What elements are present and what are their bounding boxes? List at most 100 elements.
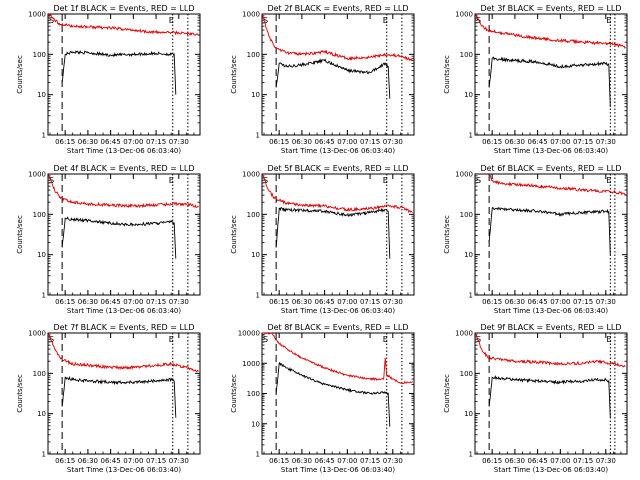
events-series-line [61,50,177,95]
panel-title: Det 7f BLACK = Events, RED = LLD [53,323,194,332]
events-series-line [488,56,611,107]
y-axis-label: Counts/sec [16,374,24,413]
panel-title: Det 2f BLACK = Events, RED = LLD [267,4,408,13]
x-axis-label: Start Time (13-Dec-06 06:03:40) [67,307,181,315]
x-tick-label: 07:00 [123,138,143,146]
y-tick-label: 1000 [28,330,46,338]
y-tick-label: 10000 [238,330,260,338]
y-axis-label: Counts/sec [443,215,451,254]
x-tick-label: 07:15 [360,457,380,465]
chart-panel: Det 5f BLACK = Events, RED = LLD 1 10 100 10… [230,164,415,315]
x-tick-label: 07:15 [360,298,380,306]
y-tick-label: 100 [33,51,46,59]
panel-title: Det 4f BLACK = Events, RED = LLD [53,164,194,173]
x-tick-label: 06:45 [315,457,335,465]
y-tick-label: 1 [256,132,260,140]
x-tick-label: 06:45 [528,457,548,465]
y-tick-label: 100 [33,211,46,219]
chart-panel: Det 7f BLACK = Events, RED = LLD 1 10 100 10… [16,323,201,474]
plot-frame [261,173,415,296]
y-tick-label: 1 [469,132,473,140]
plot-frame [47,332,201,455]
x-tick-label: 06:30 [505,457,525,465]
x-tick-label: 06:30 [292,138,312,146]
y-tick-label: 1 [42,132,46,140]
x-axis-label: Start Time (13-Dec-06 06:03:40) [494,147,608,155]
chart-panel: Det 6f BLACK = Events, RED = LLD 1 10 100 10… [443,164,628,315]
start-marker-label: S [49,176,54,185]
y-tick-label: 1000 [242,171,260,179]
lld-series-line [488,173,626,196]
x-axis-label: Start Time (13-Dec-06 06:03:40) [494,307,608,315]
end-marker-label: E [383,335,388,344]
y-tick-label: 10 [464,251,473,259]
lld-series-line [262,173,413,213]
y-tick-label: 1 [469,292,473,300]
x-tick-label: 07:30 [169,298,189,306]
events-series-line [275,361,391,427]
y-tick-label: 1000 [242,360,260,368]
events-series-line [275,58,391,99]
x-tick-label: 06:15 [269,457,289,465]
x-tick-label: 06:45 [101,457,121,465]
y-axis-label: Counts/sec [16,55,24,94]
x-tick-label: 06:15 [55,457,75,465]
x-tick-label: 06:30 [505,138,525,146]
panel-title: Det 8f BLACK = Events, RED = LLD [267,323,408,332]
x-tick-label: 07:30 [169,138,189,146]
y-tick-label: 10 [251,251,260,259]
x-tick-label: 07:00 [337,298,357,306]
x-tick-label: 06:30 [78,138,98,146]
x-tick-label: 06:30 [78,457,98,465]
x-tick-label: 07:15 [573,457,593,465]
y-tick-label: 10 [464,410,473,418]
end-marker-label: E [169,176,174,185]
x-tick-label: 06:15 [482,298,502,306]
x-tick-label: 07:00 [550,298,570,306]
x-tick-label: 07:30 [383,138,403,146]
x-tick-label: 07:30 [383,298,403,306]
x-tick-label: 07:00 [123,457,143,465]
x-tick-label: 06:15 [269,298,289,306]
events-series-line [488,206,611,255]
lld-series-line [475,13,626,49]
y-tick-label: 10 [37,251,46,259]
plot-frame [474,173,628,296]
x-tick-label: 06:45 [528,298,548,306]
y-tick-label: 1 [42,292,46,300]
x-tick-label: 06:15 [269,138,289,146]
y-tick-label: 10 [37,91,46,99]
y-tick-label: 10 [251,420,260,428]
panel-title: Det 5f BLACK = Events, RED = LLD [267,164,408,173]
y-tick-label: 100 [247,390,260,398]
x-tick-label: 07:15 [573,298,593,306]
x-tick-label: 06:15 [55,138,75,146]
x-axis-label: Start Time (13-Dec-06 06:03:40) [494,466,608,474]
chart-panel: Det 4f BLACK = Events, RED = LLD 1 10 100 10… [16,164,201,315]
lld-series-line [475,332,626,368]
events-series-line [275,207,391,259]
end-marker-label: E [169,335,174,344]
panel-title: Det 1f BLACK = Events, RED = LLD [53,4,194,13]
end-marker-label: E [606,335,611,344]
y-tick-label: 1000 [242,11,260,19]
panel-title: Det 3f BLACK = Events, RED = LLD [480,4,621,13]
x-tick-label: 07:00 [337,138,357,146]
x-tick-label: 07:00 [550,457,570,465]
x-tick-label: 07:30 [383,457,403,465]
x-tick-label: 06:15 [482,457,502,465]
panel-title: Det 9f BLACK = Events, RED = LLD [480,323,621,332]
events-series-line [61,375,177,418]
events-series-line [61,216,177,259]
y-tick-label: 1 [469,451,473,459]
panel-title: Det 6f BLACK = Events, RED = LLD [480,164,621,173]
x-tick-label: 06:15 [482,138,502,146]
x-axis-label: Start Time (13-Dec-06 06:03:40) [67,466,181,474]
y-tick-label: 1 [256,451,260,459]
x-tick-label: 06:30 [292,457,312,465]
y-tick-label: 100 [460,370,473,378]
x-tick-label: 07:15 [360,138,380,146]
x-tick-label: 07:00 [550,138,570,146]
start-marker-label: S [476,335,481,344]
plot-frame [261,13,415,136]
